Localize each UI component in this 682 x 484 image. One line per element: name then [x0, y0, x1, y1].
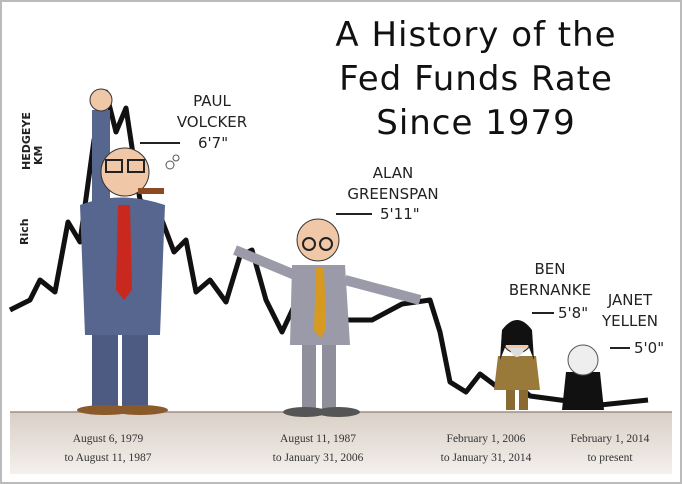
- title-line: Since 1979: [376, 103, 576, 143]
- term-date: to January 31, 2014: [441, 452, 532, 464]
- term-date: February 1, 2006: [447, 433, 526, 445]
- name-label: BERNANKE: [509, 281, 591, 299]
- title-line: A History of the: [335, 15, 616, 55]
- height-label: 5'8": [558, 304, 588, 322]
- height-label: 6'7": [198, 134, 228, 152]
- height-label: 5'11": [380, 205, 420, 223]
- name-label: YELLEN: [601, 312, 658, 330]
- name-label: PAUL: [193, 92, 231, 110]
- name-label: VOLCKER: [177, 113, 247, 131]
- height-label: 5'0": [634, 339, 664, 357]
- term-date: February 1, 2014: [571, 433, 650, 445]
- name-label: GREENSPAN: [347, 185, 438, 203]
- term-date: to January 31, 2006: [273, 452, 364, 464]
- term-date: to present: [587, 452, 633, 464]
- title-line: Fed Funds Rate: [339, 59, 613, 99]
- signature-name: Rich: [18, 218, 31, 245]
- term-date: August 6, 1979: [73, 433, 144, 445]
- signature-initials: KM: [32, 146, 45, 165]
- name-label: ALAN: [373, 164, 413, 182]
- term-date: August 11, 1987: [280, 433, 356, 445]
- name-label: BEN: [535, 260, 566, 278]
- name-label: JANET: [607, 291, 653, 309]
- term-date: to August 11, 1987: [64, 452, 151, 464]
- page: A History of the Fed Funds Rate Since 19…: [0, 0, 682, 484]
- cartoon: A History of the Fed Funds Rate Since 19…: [0, 0, 682, 484]
